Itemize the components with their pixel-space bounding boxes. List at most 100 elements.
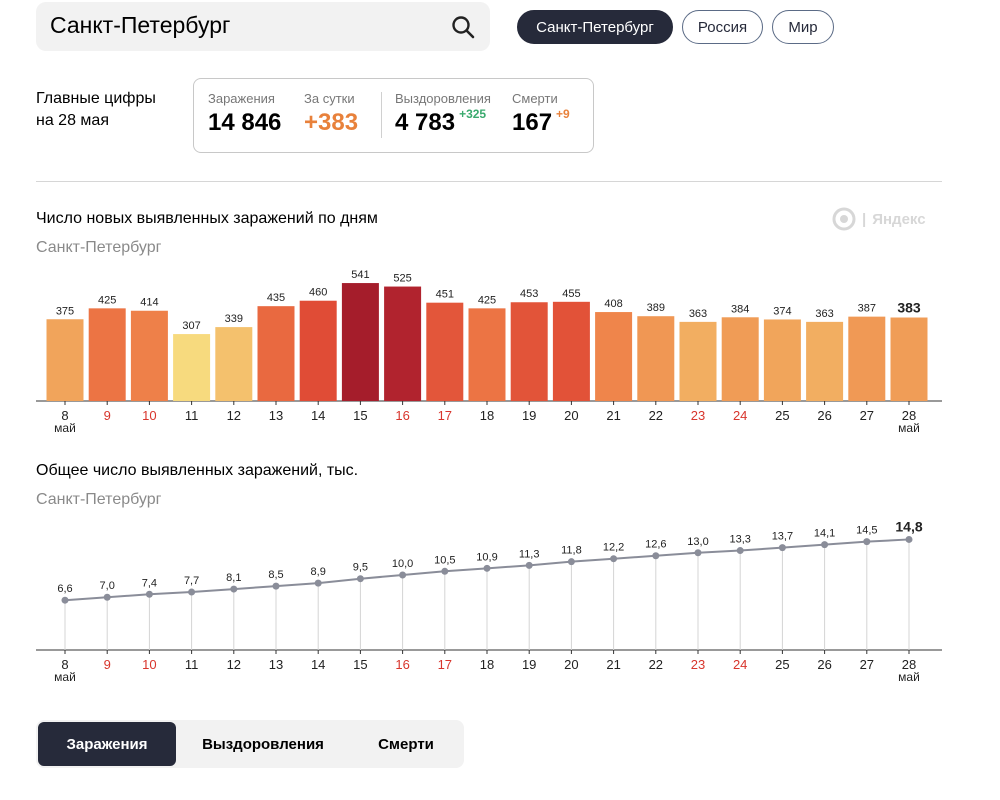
x-tick-label: 15 — [353, 657, 367, 672]
month-label: май — [898, 670, 920, 684]
main-figures-date: на 28 мая — [36, 112, 109, 129]
x-tick-label: 26 — [817, 408, 831, 423]
stat-daily-value: +383 — [304, 109, 359, 136]
point-value-label: 6,6 — [57, 583, 72, 595]
x-tick-label: 13 — [269, 657, 283, 672]
search-icon[interactable] — [450, 14, 476, 40]
data-point — [778, 544, 786, 552]
stat-recovered-value: 4 783 — [395, 109, 456, 136]
bar — [299, 300, 337, 401]
x-tick-label: 18 — [480, 657, 494, 672]
x-tick-label: 13 — [269, 408, 283, 423]
x-tick-label: 28 — [902, 657, 916, 672]
x-tick-label: 24 — [733, 657, 747, 672]
bar — [890, 317, 928, 401]
x-tick-label: 19 — [522, 408, 536, 423]
stat-deaths: Смерти 167 +9 — [512, 91, 570, 137]
x-tick-label: 12 — [227, 408, 241, 423]
stat-daily-label: За сутки — [304, 91, 355, 106]
bar-value-label: 374 — [773, 305, 791, 317]
month-label: май — [54, 421, 76, 435]
bar-value-label: 387 — [858, 303, 876, 315]
bar — [595, 312, 633, 401]
bar-value-label: 383 — [897, 300, 921, 316]
point-value-label: 12,2 — [603, 542, 624, 554]
main-figures-title: Главные цифры на 28 мая — [36, 88, 186, 132]
region-tab-spb[interactable]: Санкт-Петербург — [517, 10, 673, 44]
bar-value-label: 414 — [140, 297, 158, 309]
stat-daily: За сутки +383 — [304, 91, 358, 137]
stats-box: Заражения 14 846 За сутки +383 Выздоровл… — [193, 78, 594, 153]
tab-deaths[interactable]: Смерти — [378, 735, 434, 753]
month-label: май — [898, 421, 920, 435]
data-point — [145, 590, 153, 598]
x-tick-label: 27 — [860, 408, 874, 423]
data-point — [525, 561, 533, 569]
tab-recoveries[interactable]: Выздоровления — [202, 735, 324, 753]
x-tick-label: 11 — [185, 408, 199, 423]
data-point — [188, 588, 196, 596]
stat-deaths-delta: +9 — [556, 107, 570, 121]
bar-value-label: 435 — [267, 292, 285, 304]
bar-value-label: 363 — [689, 308, 707, 320]
search-input[interactable]: Санкт-Петербург — [50, 12, 231, 38]
x-tick-label: 23 — [691, 657, 705, 672]
data-point — [694, 549, 702, 557]
search-box[interactable]: Санкт-Петербург — [36, 2, 490, 51]
point-value-label: 14,1 — [814, 528, 835, 540]
bar-value-label: 453 — [520, 288, 538, 300]
stat-infections-value: 14 846 — [208, 109, 282, 136]
x-tick-label: 20 — [564, 657, 578, 672]
x-tick-label: 21 — [606, 408, 620, 423]
bar — [679, 321, 717, 401]
data-point — [863, 538, 871, 546]
point-value-label: 12,6 — [645, 539, 666, 551]
bar — [806, 321, 844, 401]
point-value-label: 7,7 — [184, 575, 199, 587]
x-tick-label: 24 — [733, 408, 747, 423]
bar — [173, 334, 211, 401]
bar-value-label: 451 — [436, 289, 454, 301]
bar-value-label: 384 — [731, 303, 749, 315]
data-point — [567, 558, 575, 566]
data-point — [610, 555, 618, 563]
x-tick-label: 17 — [438, 657, 452, 672]
point-value-label: 10,0 — [392, 558, 413, 570]
point-value-label: 14,8 — [895, 518, 922, 534]
data-point — [905, 535, 913, 543]
bar-chart: 3758май425941410307113391243513460145411… — [36, 269, 942, 435]
data-point — [272, 582, 280, 590]
x-tick-label: 22 — [649, 408, 663, 423]
bar — [215, 327, 253, 401]
stat-recovered-delta: +325 — [459, 107, 487, 121]
bar — [848, 316, 886, 401]
bar — [88, 308, 126, 401]
bar — [763, 319, 801, 401]
x-tick-label: 25 — [775, 408, 789, 423]
point-value-label: 10,9 — [476, 551, 497, 563]
point-value-label: 8,5 — [268, 569, 283, 581]
bar — [510, 302, 548, 401]
x-tick-label: 19 — [522, 657, 536, 672]
bar — [46, 319, 84, 401]
bar-value-label: 541 — [351, 269, 369, 281]
bar-value-label: 339 — [225, 313, 243, 325]
x-tick-label: 18 — [480, 408, 494, 423]
x-tick-label: 8 — [61, 408, 68, 423]
x-tick-label: 9 — [104, 408, 111, 423]
stat-deaths-label: Смерти — [512, 91, 558, 106]
x-tick-label: 17 — [438, 408, 452, 423]
bar — [384, 286, 422, 401]
x-tick-label: 12 — [227, 657, 241, 672]
bar-value-label: 525 — [393, 273, 411, 285]
region-tab-world[interactable]: Мир — [772, 10, 834, 44]
bar-value-label: 425 — [478, 294, 496, 306]
data-point — [736, 547, 744, 555]
yandex-logo-icon — [832, 207, 856, 231]
point-value-label: 13,7 — [772, 531, 793, 543]
data-point — [103, 593, 111, 601]
tab-infections[interactable]: Заражения — [38, 722, 176, 766]
bar-value-label: 408 — [604, 298, 622, 310]
region-tab-russia[interactable]: Россия — [682, 10, 763, 44]
data-point — [399, 571, 407, 579]
